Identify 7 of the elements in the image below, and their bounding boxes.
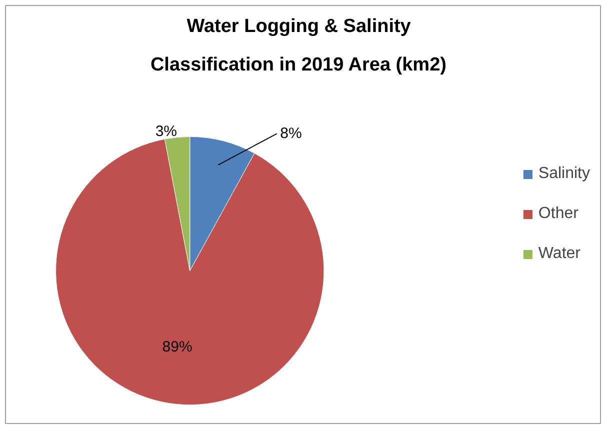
data-label: 3%: [155, 123, 178, 140]
data-label: 89%: [162, 338, 192, 356]
chart-title: Water Logging & Salinity Classification in 2019 Area (km2): [150, 16, 446, 76]
legend-label: Other: [538, 205, 578, 223]
legend-label: Water: [538, 245, 580, 263]
data-label: 8%: [280, 125, 302, 142]
legend-label: Salinity: [538, 165, 590, 183]
